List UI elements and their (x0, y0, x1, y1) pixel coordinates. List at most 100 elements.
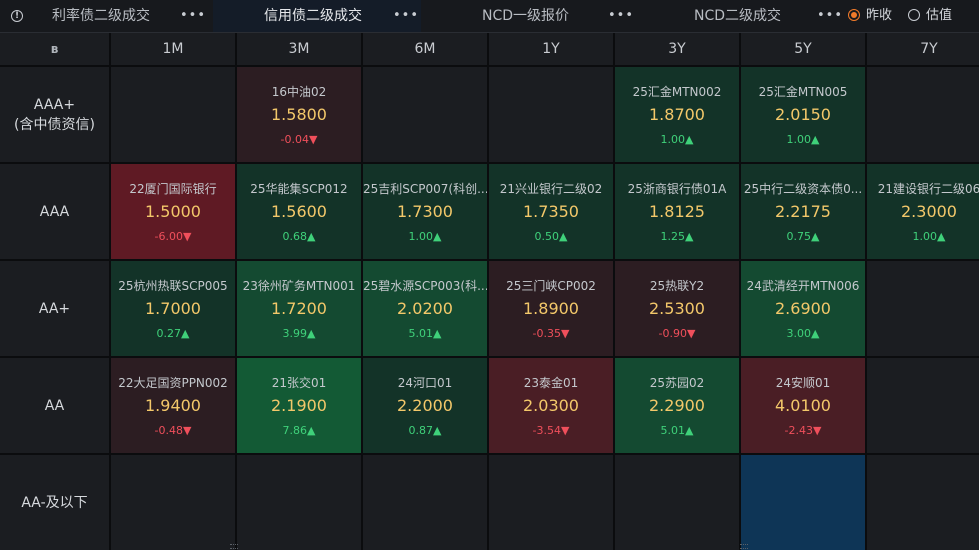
empty-cell[interactable] (867, 455, 979, 550)
column-header[interactable]: 1Y (489, 33, 613, 65)
bond-yield: 2.3000 (901, 202, 957, 221)
tab-ncd-secondary[interactable]: NCD二级成交 ••• (640, 0, 844, 32)
bond-cell[interactable]: 21张交01 2.1900 7.86▲ (237, 358, 361, 453)
radio-valuation[interactable]: 估值 (908, 0, 968, 32)
bond-name: 23徐州矿务MTN001 (242, 279, 356, 293)
bond-cell[interactable]: 25华能集SCP012 1.5600 0.68▲ (237, 164, 361, 259)
more-icon[interactable]: ••• (608, 8, 635, 23)
radio-unselected-icon[interactable] (908, 9, 920, 21)
empty-cell[interactable] (489, 455, 613, 550)
bond-cell[interactable]: 25浙商银行债01A 1.8125 1.25▲ (615, 164, 739, 259)
bond-name: 25华能集SCP012 (250, 182, 348, 196)
radio-prev-close[interactable]: 昨收 (848, 0, 908, 32)
bond-cell[interactable]: 25吉利SCP007(科创... 1.7300 1.00▲ (363, 164, 487, 259)
tab-bar: ! 利率债二级成交 ••• 信用债二级成交 ••• NCD一级报价 ••• NC… (0, 0, 979, 33)
bond-yield: 2.2900 (649, 396, 705, 415)
column-header[interactable]: 5Y (741, 33, 865, 65)
bond-change: -0.48▼ (154, 424, 192, 437)
bond-name: 25汇金MTN002 (632, 85, 722, 99)
column-header[interactable]: 3M (237, 33, 361, 65)
bond-yield: 1.7200 (271, 299, 327, 318)
empty-cell[interactable] (615, 455, 739, 550)
empty-cell[interactable] (867, 67, 979, 162)
bond-yield: 1.5600 (271, 202, 327, 221)
row-header: AAA (0, 164, 109, 259)
empty-cell[interactable] (363, 67, 487, 162)
bond-cell[interactable]: 25热联Y2 2.5300 -0.90▼ (615, 261, 739, 356)
column-header[interactable]: 6M (363, 33, 487, 65)
bond-cell[interactable]: 25汇金MTN002 1.8700 1.00▲ (615, 67, 739, 162)
empty-cell[interactable] (363, 455, 487, 550)
column-header[interactable]: 3Y (615, 33, 739, 65)
rating-label: AAA (39, 203, 70, 220)
rating-label: AA+ (38, 300, 71, 317)
bond-cell[interactable]: 22厦门国际银行 1.5000 -6.00▼ (111, 164, 235, 259)
info-icon[interactable]: ! (11, 10, 23, 22)
tab-rate-bond-secondary[interactable]: 利率债二级成交 ••• (30, 0, 210, 32)
row-header: AA-及以下 (0, 455, 109, 550)
bond-change: 7.86▲ (282, 424, 316, 437)
bond-name: 25杭州热联SCP005 (118, 279, 228, 293)
bond-cell[interactable]: 25汇金MTN005 2.0150 1.00▲ (741, 67, 865, 162)
empty-cell[interactable] (867, 261, 979, 356)
column-header[interactable]: 1M (111, 33, 235, 65)
resize-handle-icon[interactable] (230, 544, 238, 549)
bond-name: 24河口01 (397, 376, 453, 390)
bond-cell[interactable]: 23泰金01 2.0300 -3.54▼ (489, 358, 613, 453)
bond-change: 0.27▲ (156, 327, 190, 340)
bond-cell[interactable]: 25碧水源SCP003(科... 2.0200 5.01▲ (363, 261, 487, 356)
radio-label: 估值 (926, 8, 953, 23)
bond-name: 25三门峡CP002 (506, 279, 596, 293)
bond-yield: 1.8125 (649, 202, 705, 221)
column-header[interactable]: 7Y (867, 33, 979, 65)
more-icon[interactable]: ••• (180, 8, 207, 23)
bond-change: -0.04▼ (280, 133, 318, 146)
bond-name: 25热联Y2 (649, 279, 705, 293)
empty-cell[interactable] (867, 358, 979, 453)
tab-credit-bond-secondary[interactable]: 信用债二级成交 ••• (213, 0, 421, 32)
bond-change: 3.00▲ (786, 327, 820, 340)
bond-cell[interactable]: 23徐州矿务MTN001 1.7200 3.99▲ (237, 261, 361, 356)
bond-cell[interactable]: 24安顺01 4.0100 -2.43▼ (741, 358, 865, 453)
empty-cell[interactable] (111, 455, 235, 550)
more-icon[interactable]: ••• (817, 8, 844, 23)
tab-ncd-primary-quote[interactable]: NCD一级报价 ••• (430, 0, 633, 32)
bond-yield: 1.7300 (397, 202, 453, 221)
bond-change: 0.68▲ (282, 230, 316, 243)
bond-yield: 1.8900 (523, 299, 579, 318)
bond-change: 1.25▲ (660, 230, 694, 243)
more-icon[interactable]: ••• (393, 8, 420, 23)
empty-cell[interactable] (489, 67, 613, 162)
tab-label: NCD二级成交 (694, 8, 782, 24)
bond-yield: 1.5000 (145, 202, 201, 221)
bond-cell[interactable]: 22大足国资PPN002 1.9400 -0.48▼ (111, 358, 235, 453)
bond-cell[interactable]: 25杭州热联SCP005 1.7000 0.27▲ (111, 261, 235, 356)
bond-change: 1.00▲ (786, 133, 820, 146)
bond-cell[interactable]: 24河口01 2.2000 0.87▲ (363, 358, 487, 453)
bond-change: -0.90▼ (658, 327, 696, 340)
bond-change: -2.43▼ (784, 424, 822, 437)
tab-label: 信用债二级成交 (264, 8, 362, 24)
bond-yield: 1.7350 (523, 202, 579, 221)
bond-cell[interactable]: 25苏园02 2.2900 5.01▲ (615, 358, 739, 453)
bond-yield: 1.7000 (145, 299, 201, 318)
bond-yield: 2.2175 (775, 202, 831, 221)
empty-cell[interactable] (237, 455, 361, 550)
resize-handle-icon[interactable] (740, 544, 748, 549)
bond-change: 1.00▲ (912, 230, 946, 243)
corner-cell: ʙ (0, 33, 109, 65)
bond-cell[interactable]: 25中行二级资本债0... 2.2175 0.75▲ (741, 164, 865, 259)
bond-cell[interactable]: 21兴业银行二级02 1.7350 0.50▲ (489, 164, 613, 259)
radio-selected-icon[interactable] (848, 9, 860, 21)
bond-cell[interactable]: 25三门峡CP002 1.8900 -0.35▼ (489, 261, 613, 356)
bond-cell[interactable] (741, 455, 865, 550)
bond-cell[interactable]: 24武清经开MTN006 2.6900 3.00▲ (741, 261, 865, 356)
bond-name: 25苏园02 (649, 376, 705, 390)
bond-name: 21兴业银行二级02 (499, 182, 603, 196)
rating-label: AA (44, 397, 65, 414)
bond-name: 22大足国资PPN002 (118, 376, 228, 390)
bond-cell[interactable]: 16中油02 1.5800 -0.04▼ (237, 67, 361, 162)
bond-change: -6.00▼ (154, 230, 192, 243)
bond-cell[interactable]: 21建设银行二级06 2.3000 1.00▲ (867, 164, 979, 259)
empty-cell[interactable] (111, 67, 235, 162)
